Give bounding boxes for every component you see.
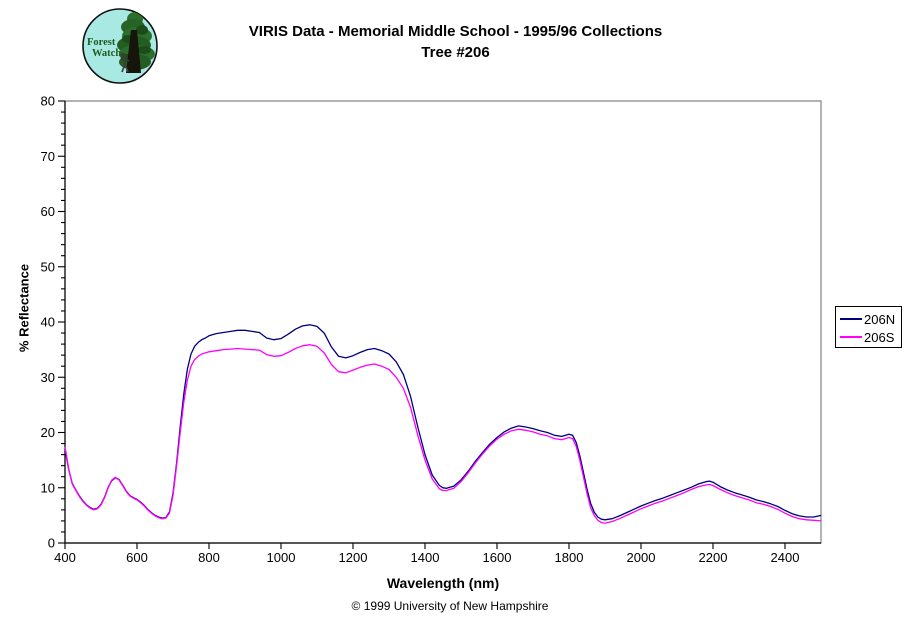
y-tick-label: 30 (41, 370, 55, 385)
forest-watch-logo: Forest Watch (82, 8, 158, 84)
y-tick-label: 20 (41, 425, 55, 440)
x-tick-label: 800 (198, 550, 220, 565)
logo-tree-trunk (126, 30, 141, 73)
x-tick-label: 1800 (555, 550, 584, 565)
logo-text-forest: Forest (87, 37, 116, 48)
chart-title-line1: VIRIS Data - Memorial Middle School - 19… (248, 23, 663, 40)
x-tick-label: 2200 (699, 550, 728, 565)
series-line-206S (64, 344, 822, 524)
chart-title: VIRIS Data - Memorial Middle School - 19… (0, 21, 911, 63)
x-tick-label: 1200 (339, 550, 368, 565)
x-tick-label: 1000 (267, 550, 296, 565)
y-tick-label: 80 (41, 94, 55, 109)
x-axis-title: Wavelength (nm) (386, 575, 500, 591)
legend-line-sample-206s (840, 336, 862, 338)
x-tick-label: 600 (126, 550, 148, 565)
x-tick-label: 400 (54, 550, 76, 565)
y-axis-title: % Reflectance (16, 263, 32, 353)
x-tick-label: 2400 (771, 550, 800, 565)
y-tick-label: 40 (41, 315, 55, 330)
logo-tree (117, 12, 155, 73)
legend-line-sample-206n (840, 318, 862, 320)
y-tick-label: 0 (48, 536, 55, 551)
legend-label-206s: 206S (864, 329, 895, 345)
x-tick-label: 1600 (483, 550, 512, 565)
logo-text-watch: Watch (92, 48, 121, 59)
x-tick-label: 1400 (411, 550, 440, 565)
legend-item-206s: 206S (836, 328, 901, 346)
legend: 206N 206S (835, 306, 902, 348)
legend-label-206n: 206N (864, 311, 896, 327)
legend-item-206n: 206N (836, 310, 901, 328)
y-tick-label: 50 (41, 259, 55, 274)
y-tick-label: 60 (41, 204, 55, 219)
x-tick-label: 2000 (627, 550, 656, 565)
chart-title-line2: Tree #206 (421, 44, 490, 61)
y-tick-label: 10 (41, 480, 55, 495)
y-tick-label: 70 (41, 149, 55, 164)
copyright: © 1999 University of New Hampshire (351, 599, 549, 613)
plot-border (64, 100, 822, 544)
logo-person-figure (120, 52, 130, 73)
